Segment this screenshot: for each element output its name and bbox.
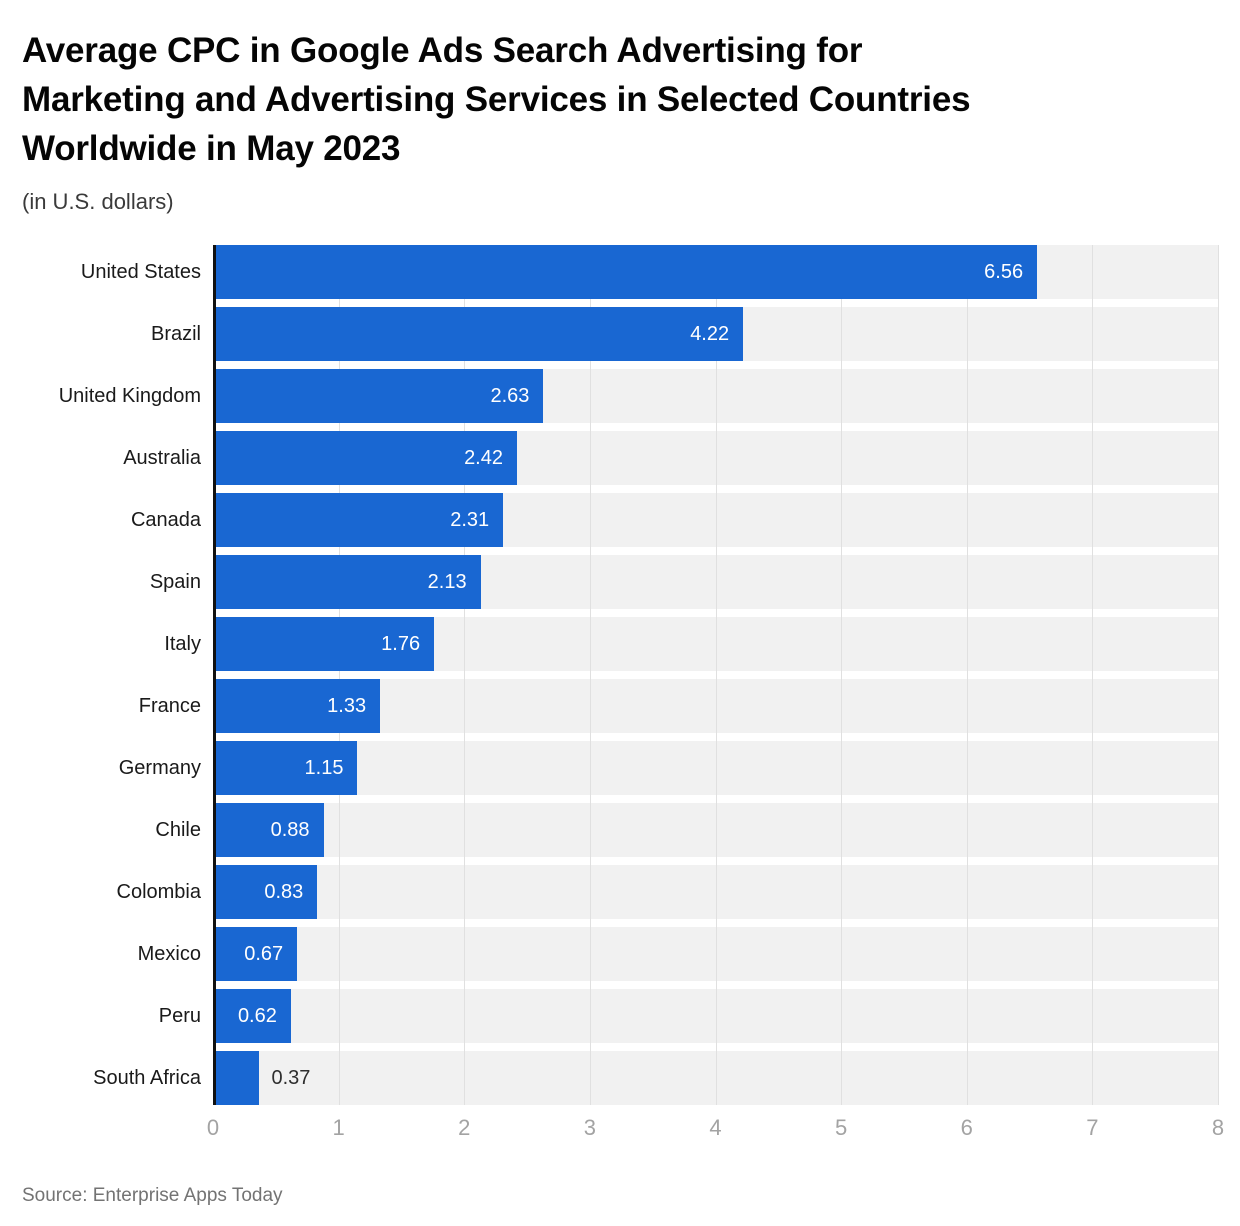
bar: 4.22: [213, 307, 744, 361]
bar: [213, 1051, 260, 1105]
bar-chart: United States Brazil United Kingdom Austral…: [0, 245, 1224, 1141]
category-label: Australia: [123, 447, 201, 469]
x-tick-label-0: 0: [206, 1115, 220, 1140]
x-tick-label-7: 7: [1086, 1115, 1099, 1140]
chart-title-line-2: Marketing and Advertising Services in Se…: [22, 80, 971, 119]
bar-row: 1.76: [213, 617, 1218, 671]
plot-wrap: 6.56 4.22 2.63 2.42 2.31 2.13 1.76 1.33 1.15 0.88…: [207, 245, 1224, 1141]
bar-row: 4.22: [213, 307, 1218, 361]
bar-row: 6.56: [213, 245, 1218, 299]
bar: 6.56: [213, 245, 1038, 299]
bar-row: 0.62: [213, 989, 1218, 1043]
category-label: United Kingdom: [58, 385, 201, 407]
bar: 2.42: [213, 431, 517, 485]
value-label: 2.42: [464, 446, 503, 469]
bar-row: 1.15: [213, 741, 1218, 795]
chart-title: Average CPC in Google Ads Search Adverti…: [22, 26, 1218, 173]
bar: 2.63: [213, 369, 544, 423]
value-label: 6.56: [984, 260, 1024, 283]
chart-subtitle: (in U.S. dollars): [22, 189, 174, 214]
bar-row: 2.13: [213, 555, 1218, 609]
value-label: 2.63: [490, 384, 530, 407]
value-label: 2.13: [427, 570, 467, 593]
bar: 0.62: [213, 989, 291, 1043]
chart-title-line-3: Worldwide in May 2023: [22, 129, 401, 168]
category-label: France: [138, 695, 201, 717]
x-tick-label-3: 3: [583, 1115, 596, 1140]
category-label: Germany: [118, 757, 201, 779]
value-label: 1.76: [381, 632, 421, 655]
category-label: Peru: [158, 1005, 201, 1027]
bar-row: 0.67: [213, 927, 1218, 981]
x-tick-label-4: 4: [709, 1115, 722, 1140]
x-axis: 0 1 2 3 4 5 6 7 8: [207, 1105, 1224, 1141]
y-axis-line: [213, 245, 216, 1105]
category-label: Chile: [155, 819, 201, 841]
value-label: 1.15: [304, 756, 344, 779]
x-tick-label-5: 5: [835, 1115, 848, 1140]
value-label: 0.62: [237, 1004, 277, 1027]
bar-row: 2.42: [213, 431, 1218, 485]
value-label: 4.22: [690, 322, 730, 345]
bar: 2.13: [213, 555, 481, 609]
value-label: 0.67: [244, 942, 284, 965]
value-label: 0.83: [264, 880, 304, 903]
bar: 0.67: [213, 927, 298, 981]
x-tick-label-8: 8: [1211, 1115, 1225, 1140]
source-note: Source: Enterprise Apps Today: [22, 1185, 283, 1206]
bar-row: 1.33: [213, 679, 1218, 733]
category-label: Spain: [149, 571, 201, 593]
bar: 0.83: [213, 865, 318, 919]
bar: 1.33: [213, 679, 381, 733]
value-label: 1.33: [327, 694, 367, 717]
gridline-8: [1218, 245, 1219, 1105]
bar-row: 2.31: [213, 493, 1218, 547]
category-label: South Africa: [93, 1067, 201, 1089]
value-label: 0.88: [270, 818, 310, 841]
chart-title-line-1: Average CPC in Google Ads Search Adverti…: [22, 31, 863, 70]
bar: 0.88: [213, 803, 324, 857]
x-tick-label-1: 1: [332, 1115, 345, 1140]
category-label: Colombia: [116, 881, 201, 903]
bar-row: 0.37: [213, 1051, 1218, 1105]
value-label: 0.37: [271, 1067, 311, 1089]
plot-area: 6.56 4.22 2.63 2.42 2.31 2.13 1.76 1.33 1.15 0.88…: [213, 245, 1219, 1105]
category-label: Brazil: [150, 323, 201, 345]
category-label: Canada: [130, 509, 201, 531]
category-label: United States: [80, 261, 201, 283]
bar: 2.31: [213, 493, 504, 547]
bar: 1.76: [213, 617, 435, 671]
bar-row: 0.88: [213, 803, 1218, 857]
category-axis: United States Brazil United Kingdom Austral…: [0, 245, 213, 1141]
category-label: Mexico: [137, 943, 201, 965]
x-tick-label-6: 6: [960, 1115, 973, 1140]
category-label: Italy: [164, 633, 201, 655]
bar-row: 0.83: [213, 865, 1218, 919]
x-tick-label-2: 2: [458, 1115, 471, 1140]
bar: 1.15: [213, 741, 358, 795]
value-label: 2.31: [450, 508, 490, 531]
bar-row: 2.63: [213, 369, 1218, 423]
